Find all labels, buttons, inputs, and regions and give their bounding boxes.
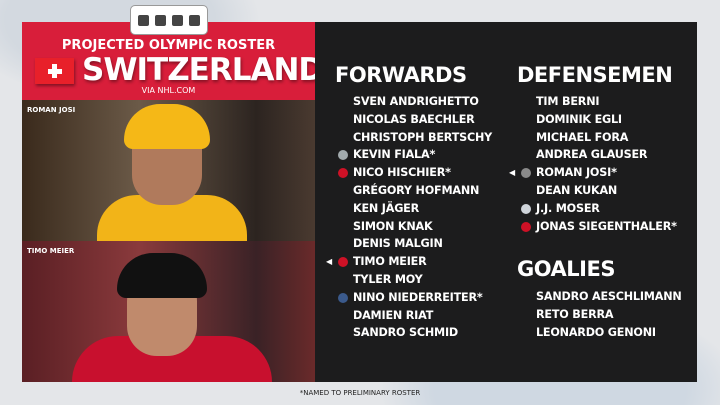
helmet bbox=[124, 104, 210, 149]
devils-logo-icon bbox=[338, 257, 348, 268]
player-item: SANDRO AESCHLIMANN bbox=[536, 288, 682, 306]
player-item: ANDREA GLAUSER bbox=[536, 146, 677, 164]
player-item: J.J. MOSER bbox=[521, 200, 677, 218]
player-name: ROMAN JOSI* bbox=[536, 166, 617, 180]
player-item: CHRISTOPH BERTSCHY bbox=[353, 129, 492, 147]
player-name: SIMON KNAK bbox=[353, 219, 433, 233]
player-item: SVEN ANDRIGHETTO bbox=[353, 93, 492, 111]
player-photo-josi: ROMAN JOSI bbox=[22, 100, 315, 241]
player-name: NINO NIEDERREITER* bbox=[353, 290, 483, 304]
player-name: ANDREA GLAUSER bbox=[536, 148, 648, 162]
kings-logo-icon bbox=[338, 150, 348, 161]
player-name: SANDRO SCHMID bbox=[353, 326, 458, 340]
player-item: KEN JÄGER bbox=[353, 200, 492, 218]
photo-caption: TIMO MEIER bbox=[27, 247, 75, 255]
goalies-heading: GOALIES bbox=[517, 257, 615, 281]
olympics-logo-icon bbox=[155, 14, 166, 26]
player-item: TIM BERNI bbox=[536, 93, 677, 111]
player-name: TYLER MOY bbox=[353, 272, 423, 286]
player-item: TYLER MOY bbox=[353, 271, 492, 289]
player-photo-meier: TIMO MEIER bbox=[22, 241, 315, 382]
player-item: LEONARDO GENONI bbox=[536, 324, 682, 342]
player-name: DENIS MALGIN bbox=[353, 237, 443, 251]
player-item: MICHAEL FORA bbox=[536, 129, 677, 147]
player-item: GRÉGORY HOFMANN bbox=[353, 182, 492, 200]
nhlpa-logo-icon bbox=[189, 14, 200, 26]
player-name: MICHAEL FORA bbox=[536, 130, 629, 144]
player-name: NICO HISCHIER* bbox=[353, 166, 451, 180]
player-name: GRÉGORY HOFMANN bbox=[353, 183, 480, 197]
roster-panel bbox=[315, 22, 697, 382]
pointer-arrow-icon: ◀ bbox=[326, 257, 332, 267]
player-item: SANDRO SCHMID bbox=[353, 324, 492, 342]
devils-logo-icon bbox=[521, 221, 531, 232]
source-credit: VIA NHL.COM bbox=[141, 86, 196, 95]
player-name: DEAN KUKAN bbox=[536, 183, 618, 197]
player-item: KEVIN FIALA* bbox=[338, 146, 492, 164]
lightning-logo-icon bbox=[521, 203, 531, 214]
defensemen-heading: DEFENSEMEN bbox=[517, 63, 673, 87]
player-item: DOMINIK EGLI bbox=[536, 111, 677, 129]
player-item: DAMIEN RIAT bbox=[353, 307, 492, 325]
player-name: LEONARDO GENONI bbox=[536, 325, 656, 339]
player-item: SIMON KNAK bbox=[353, 218, 492, 236]
player-name: DAMIEN RIAT bbox=[353, 308, 434, 322]
helmet bbox=[117, 253, 207, 298]
player-item: ◀ ROMAN JOSI* bbox=[509, 164, 677, 182]
player-item: JONAS SIEGENTHALER* bbox=[521, 218, 677, 236]
player-name: CHRISTOPH BERTSCHY bbox=[353, 130, 493, 144]
player-name: KEVIN FIALA* bbox=[353, 148, 436, 162]
player-item: NICO HISCHIER* bbox=[338, 164, 492, 182]
player-name: J.J. MOSER bbox=[536, 201, 600, 215]
header: PROJECTED OLYMPIC ROSTER SWITZERLAND VIA… bbox=[22, 22, 324, 100]
player-name: TIM BERNI bbox=[536, 95, 600, 108]
forwards-list: SVEN ANDRIGHETTO NICOLAS BAECHLER CHRISTOP… bbox=[326, 93, 492, 342]
jets-logo-icon bbox=[338, 292, 348, 303]
goalies-list: SANDRO AESCHLIMANN RETO BERRA LEONARDO GEN… bbox=[536, 288, 682, 341]
predators-logo-icon bbox=[521, 168, 531, 179]
iihf-logo-icon bbox=[172, 14, 183, 26]
footnote: *NAMED TO PRELIMINARY ROSTER bbox=[299, 389, 421, 397]
partner-logos bbox=[130, 5, 208, 35]
player-name: DOMINIK EGLI bbox=[536, 112, 622, 126]
photo-caption: ROMAN JOSI bbox=[27, 106, 76, 114]
player-name: SANDRO AESCHLIMANN bbox=[536, 290, 682, 303]
nhl-logo-icon bbox=[138, 14, 149, 26]
subtitle: PROJECTED OLYMPIC ROSTER bbox=[61, 38, 276, 53]
player-name: RETO BERRA bbox=[536, 307, 614, 321]
devils-logo-icon bbox=[338, 168, 348, 179]
country-title: SWITZERLAND bbox=[82, 52, 324, 88]
swiss-flag-icon bbox=[35, 58, 74, 84]
player-item: RETO BERRA bbox=[536, 306, 682, 324]
player-name: TIMO MEIER bbox=[353, 255, 427, 269]
pointer-arrow-icon: ◀ bbox=[509, 168, 515, 178]
defensemen-list: TIM BERNI DOMINIK EGLI MICHAEL FORA ANDREA … bbox=[509, 93, 677, 236]
player-name: KEN JÄGER bbox=[353, 201, 420, 215]
player-name: NICOLAS BAECHLER bbox=[353, 112, 475, 126]
player-item: DEAN KUKAN bbox=[536, 182, 677, 200]
player-item: NINO NIEDERREITER* bbox=[338, 289, 492, 307]
forwards-heading: FORWARDS bbox=[335, 63, 467, 87]
player-item: NICOLAS BAECHLER bbox=[353, 111, 492, 129]
player-item: ◀ TIMO MEIER bbox=[326, 253, 492, 271]
player-item: DENIS MALGIN bbox=[353, 235, 492, 253]
player-name: JONAS SIEGENTHALER* bbox=[536, 219, 677, 233]
player-name: SVEN ANDRIGHETTO bbox=[353, 95, 479, 108]
